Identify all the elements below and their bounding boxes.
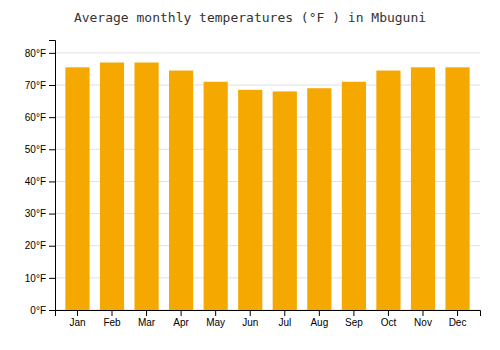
tick-mark: [353, 310, 354, 316]
tick-label: Dec: [449, 317, 467, 328]
axis-line: [49, 41, 56, 311]
tick-mark: [49, 278, 55, 279]
tick-label: Nov: [414, 317, 432, 328]
tick-mark: [457, 310, 458, 316]
axis-line: [56, 311, 481, 317]
tick-label: Apr: [173, 317, 189, 328]
bars: [65, 63, 469, 311]
tick-label: Jul: [278, 317, 291, 328]
tick: 50°F: [25, 144, 55, 155]
tick-mark: [215, 310, 216, 316]
bar: [238, 90, 262, 310]
tick-mark: [181, 310, 182, 316]
tick-label: 0°F: [30, 305, 46, 316]
tick-mark: [112, 310, 113, 316]
tick-label: 50°F: [25, 144, 46, 155]
grid: [55, 53, 480, 310]
chart: Average monthly temperatures (°F ) in Mb…: [0, 0, 500, 350]
tick-label: 80°F: [25, 48, 46, 59]
tick-mark: [49, 246, 55, 247]
tick: May: [206, 310, 225, 328]
tick-label: 70°F: [25, 80, 46, 91]
tick-label: Jun: [242, 317, 258, 328]
tick: 70°F: [25, 80, 55, 91]
tick-label: 10°F: [25, 273, 46, 284]
tick: Apr: [173, 310, 189, 328]
tick: Jul: [278, 310, 291, 328]
tick-mark: [49, 214, 55, 215]
tick: Mar: [138, 310, 156, 328]
bar: [100, 63, 124, 311]
bar: [376, 71, 400, 310]
tick: 10°F: [25, 273, 55, 284]
tick-mark: [49, 117, 55, 118]
bar: [307, 88, 331, 310]
tick-label: Feb: [103, 317, 121, 328]
bar: [134, 63, 158, 311]
tick: 0°F: [30, 305, 55, 316]
tick-label: Jan: [69, 317, 85, 328]
tick: Nov: [414, 310, 432, 328]
tick-label: 40°F: [25, 176, 46, 187]
grid-line: [55, 52, 480, 53]
tick-mark: [49, 310, 55, 311]
tick-mark: [49, 149, 55, 150]
tick-label: May: [206, 317, 225, 328]
tick-label: 60°F: [25, 112, 46, 123]
tick: 20°F: [25, 240, 55, 251]
tick: Aug: [310, 310, 328, 328]
tick-label: Aug: [310, 317, 328, 328]
x-axis: Jan Feb Mar Apr May Jun Jul Aug Sep Oct Nov Dec: [56, 310, 481, 328]
tick-label: 30°F: [25, 208, 46, 219]
y-axis: 0°F 10°F 20°F 30°F 40°F 50°F 60°F 70°F 80°F: [25, 41, 56, 316]
tick-mark: [146, 310, 147, 316]
tick-mark: [388, 310, 389, 316]
tick-mark: [49, 53, 55, 54]
tick: 60°F: [25, 112, 55, 123]
bar: [342, 82, 366, 310]
tick: Dec: [449, 310, 467, 328]
bar: [273, 91, 297, 310]
bar: [204, 82, 228, 310]
tick: 80°F: [25, 48, 55, 59]
bar: [65, 67, 89, 310]
tick: Jun: [242, 310, 258, 328]
tick: Sep: [345, 310, 363, 328]
tick-mark: [49, 85, 55, 86]
tick: Feb: [103, 310, 121, 328]
tick: 30°F: [25, 208, 55, 219]
tick-mark: [49, 181, 55, 182]
tick: Oct: [381, 310, 397, 328]
tick-label: Oct: [381, 317, 397, 328]
bar: [169, 71, 193, 310]
tick-mark: [250, 310, 251, 316]
tick: 40°F: [25, 176, 55, 187]
title: Average monthly temperatures (°F ) in Mb…: [74, 10, 426, 25]
bar: [411, 67, 435, 310]
tick-label: Mar: [138, 317, 156, 328]
tick-mark: [422, 310, 423, 316]
tick-label: 20°F: [25, 240, 46, 251]
tick-mark: [319, 310, 320, 316]
tick-mark: [77, 310, 78, 316]
tick-mark: [284, 310, 285, 316]
tick-label: Sep: [345, 317, 363, 328]
bar: [445, 67, 469, 310]
plot: 0°F 10°F 20°F 30°F 40°F 50°F 60°F 70°F 80°F Jan Fe…: [25, 41, 481, 329]
tick: Jan: [69, 310, 85, 328]
